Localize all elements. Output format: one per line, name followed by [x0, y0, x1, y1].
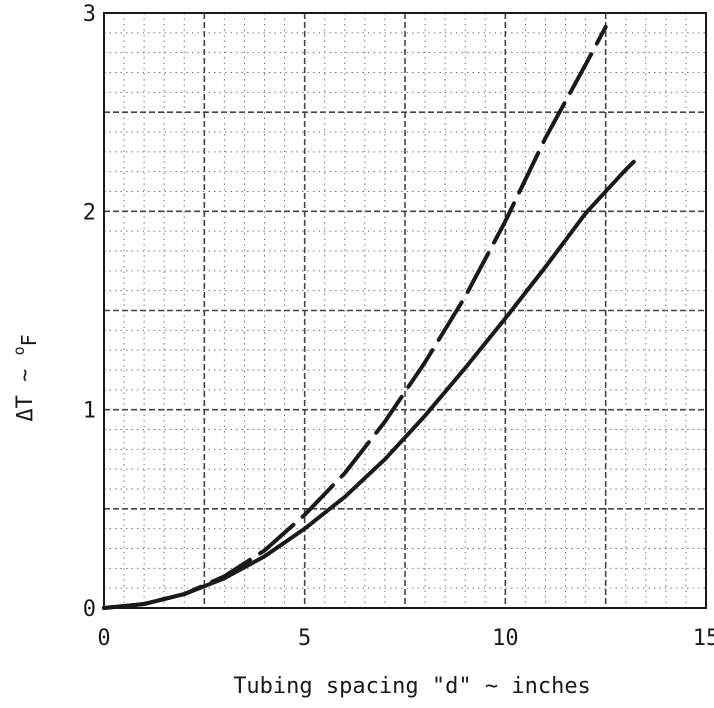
plot-frame — [103, 12, 707, 609]
y-tick-label: 0 — [83, 597, 96, 622]
y-tick-label: 1 — [83, 399, 96, 424]
x-axis-ticks: 0 5 10 15 — [97, 626, 714, 651]
grid — [104, 13, 706, 608]
x-tick-label: 0 — [97, 626, 110, 651]
y-tick-label: 3 — [83, 2, 96, 27]
y-axis-label-sup: o — [10, 346, 28, 355]
y-axis-label-main: ΔT ~ — [13, 355, 38, 421]
solid-curve — [102, 159, 636, 610]
dashed-curve — [102, 24, 608, 610]
y-tick-label: 2 — [83, 200, 96, 225]
x-tick-label: 15 — [693, 626, 714, 651]
y-axis-label: ΔT ~ oF — [10, 334, 41, 421]
x-tick-label: 5 — [298, 626, 311, 651]
y-axis-label-sub: F — [17, 334, 41, 346]
series-layer — [102, 24, 636, 610]
y-axis-ticks: 0 1 2 3 — [83, 2, 96, 622]
x-tick-label: 10 — [492, 626, 519, 651]
x-axis-label: Tubing spacing "d" ~ inches — [233, 674, 591, 699]
